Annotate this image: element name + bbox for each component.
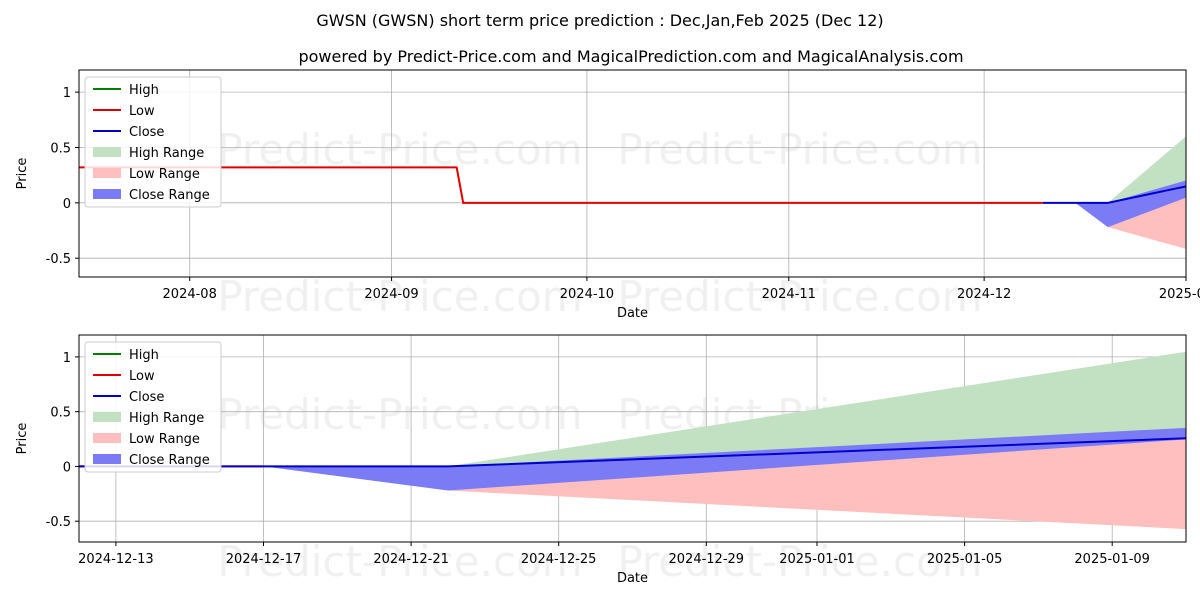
legend-swatch-patch <box>93 454 121 464</box>
y-tick-label: 0.5 <box>50 141 71 156</box>
low-series-line <box>79 166 1043 204</box>
legend-label: Close <box>129 390 164 405</box>
x-tick-label: 2024-12-17 <box>226 552 302 567</box>
legend-swatch-patch <box>93 168 121 178</box>
y-axis-label: Price <box>15 423 30 455</box>
y-tick-label: 0.5 <box>50 406 71 421</box>
y-axis-label: Price <box>15 158 30 190</box>
y-tick-label: 0 <box>63 197 71 212</box>
watermark-text: Predict-Price.com <box>217 272 582 321</box>
watermark-text: Predict-Price.com <box>217 390 582 439</box>
y-tick-label: 1 <box>63 351 71 366</box>
bottom-chart-panel: Predict-Price.com Predict-Price.com Predic… <box>15 334 1187 586</box>
x-tick-label: 2024-12-21 <box>373 552 449 567</box>
watermark-text: Predict-Price.com <box>617 272 982 321</box>
axes-frame <box>78 69 1187 278</box>
x-tick-label: 2025-01-01 <box>779 552 855 567</box>
legend-swatch-patch <box>93 433 121 443</box>
watermark-text: Predict-Price.com <box>617 537 982 586</box>
legend-swatch-patch <box>93 189 121 199</box>
y-tick-label: 1 <box>63 86 71 101</box>
watermark-text: Predict-Price.com <box>217 125 582 174</box>
x-tick-label: 2024-10 <box>560 287 614 302</box>
axes-frame <box>78 334 1187 543</box>
x-tick-label: 2024-12-25 <box>521 552 597 567</box>
chart-title: GWSN (GWSN) short term price prediction … <box>316 11 883 30</box>
legend-label: Close Range <box>129 188 210 203</box>
legend-label: High <box>129 83 159 98</box>
legend-swatch-patch <box>93 147 121 157</box>
legend-label: Low <box>129 104 155 119</box>
close-range-band <box>263 427 1186 491</box>
legend-label: Close Range <box>129 453 210 468</box>
x-axis-label: Date <box>617 571 648 586</box>
legend-label: High Range <box>129 411 204 426</box>
plot-area <box>79 70 1186 277</box>
legend-label: Low Range <box>129 167 200 182</box>
legend-label: Low <box>129 369 155 384</box>
close-series-line <box>1042 185 1186 204</box>
legend-label: Low Range <box>129 432 200 447</box>
x-tick-label: 2024-12 <box>957 287 1011 302</box>
watermark-text: Predict-Price.com <box>217 537 582 586</box>
y-tick-label: 0 <box>63 460 71 475</box>
y-tick-label: -0.5 <box>46 515 71 530</box>
x-tick-label: 2024-12-13 <box>78 552 154 567</box>
top-chart-panel: Predict-Price.com Predict-Price.com Predic… <box>15 69 1200 321</box>
x-tick-label: 2025-01-05 <box>927 552 1003 567</box>
y-tick-label: -0.5 <box>46 252 71 267</box>
legend-label: High Range <box>129 146 204 161</box>
chart-subtitle: powered by Predict-Price.com and Magical… <box>298 47 963 66</box>
legend-label: High <box>129 348 159 363</box>
x-tick-label: 2024-11 <box>762 287 816 302</box>
watermark-text: Predict-Price.com <box>617 125 982 174</box>
legend-swatch-patch <box>93 412 121 422</box>
x-tick-label: 2024-09 <box>364 287 418 302</box>
x-tick-label: 2024-12-29 <box>669 552 745 567</box>
x-tick-label: 2025-01-09 <box>1074 552 1150 567</box>
x-tick-label: 2024-08 <box>163 287 217 302</box>
data-layer <box>79 136 1186 249</box>
x-axis-label: Date <box>617 306 648 321</box>
x-tick-label: 2025-01 <box>1159 287 1200 302</box>
legend-label: Close <box>129 125 164 140</box>
